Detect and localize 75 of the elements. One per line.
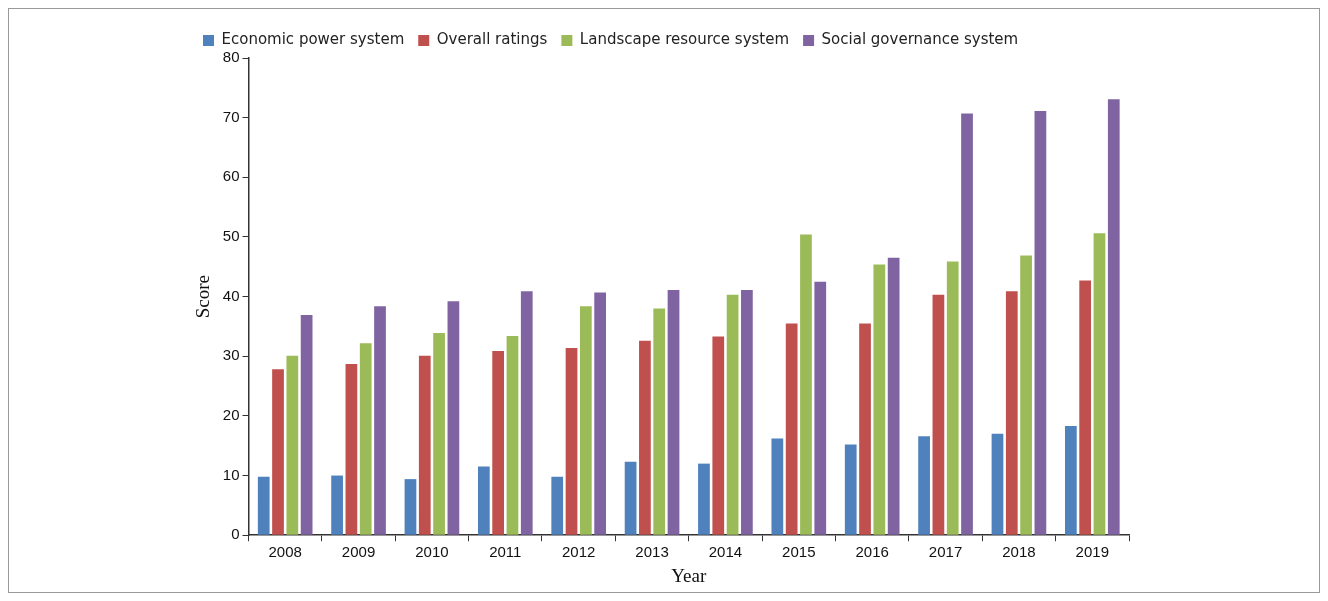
bar <box>800 234 812 535</box>
x-tick-label: 2008 <box>268 543 302 561</box>
bar <box>961 113 973 535</box>
y-tick-label: 50 <box>222 227 240 245</box>
bar <box>712 336 725 535</box>
x-tick-label: 2019 <box>1075 543 1109 561</box>
bar <box>1093 233 1106 535</box>
bar <box>785 323 798 535</box>
bar <box>447 301 460 535</box>
bar <box>331 475 343 535</box>
y-tick-label: 60 <box>222 167 240 185</box>
bar <box>418 355 431 535</box>
bar <box>667 290 680 535</box>
x-tick-label: 2010 <box>415 543 449 561</box>
y-tick-label: 10 <box>222 465 240 483</box>
bar <box>272 369 284 535</box>
bar <box>374 306 386 535</box>
bar <box>345 364 358 535</box>
bar <box>1005 291 1018 535</box>
bar <box>579 306 592 535</box>
y-tick-label: 80 <box>222 48 240 66</box>
bar <box>887 257 900 535</box>
legend-label: Economic power system <box>221 30 405 49</box>
bar <box>1079 280 1092 535</box>
bar <box>771 438 784 535</box>
x-axis-title: Year <box>671 564 707 586</box>
y-axis-title: Score <box>192 274 214 319</box>
x-tick-label: 2011 <box>489 543 522 561</box>
bar <box>1064 426 1077 535</box>
bar <box>624 461 637 535</box>
bar <box>726 294 739 535</box>
bar <box>639 340 651 535</box>
bar <box>551 476 564 535</box>
bar <box>844 444 857 535</box>
x-tick-label: 2014 <box>708 543 743 561</box>
bar <box>594 292 607 535</box>
bar <box>359 343 372 535</box>
x-tick-label: 2018 <box>1002 543 1036 561</box>
bar <box>814 281 827 535</box>
bar <box>653 308 666 535</box>
bar <box>565 347 578 535</box>
legend-label: Social governance system <box>821 30 1019 49</box>
bar <box>286 355 299 535</box>
x-tick-label: 2013 <box>635 543 669 561</box>
bar <box>741 290 753 535</box>
bar <box>698 463 710 535</box>
bar <box>257 476 270 535</box>
y-tick-label: 20 <box>222 406 240 424</box>
bar <box>404 479 417 535</box>
x-tick-label: 2015 <box>782 543 816 561</box>
x-tick-label: 2016 <box>855 543 889 561</box>
bar <box>1034 111 1047 535</box>
bar <box>873 264 886 535</box>
bar <box>946 261 959 535</box>
bar <box>506 335 519 535</box>
bar <box>300 315 313 535</box>
x-tick-label: 2017 <box>928 543 963 561</box>
bar <box>991 433 1004 535</box>
x-tick-label: 2009 <box>341 543 376 561</box>
legend-label: Overall ratings <box>436 30 548 49</box>
y-tick-label: 0 <box>231 525 240 543</box>
bar <box>1107 99 1120 535</box>
legend-label: Landscape resource system <box>579 30 790 49</box>
y-tick-label: 40 <box>222 286 240 304</box>
bar <box>477 466 490 535</box>
bar <box>492 350 505 535</box>
y-tick-label: 70 <box>222 107 240 125</box>
bar <box>520 291 533 535</box>
bar <box>918 436 930 535</box>
bar <box>932 294 945 535</box>
x-tick-label: 2012 <box>561 543 596 561</box>
bar <box>859 323 871 535</box>
bar <box>433 332 445 535</box>
bar <box>1020 255 1032 535</box>
y-tick-label: 30 <box>222 346 240 364</box>
